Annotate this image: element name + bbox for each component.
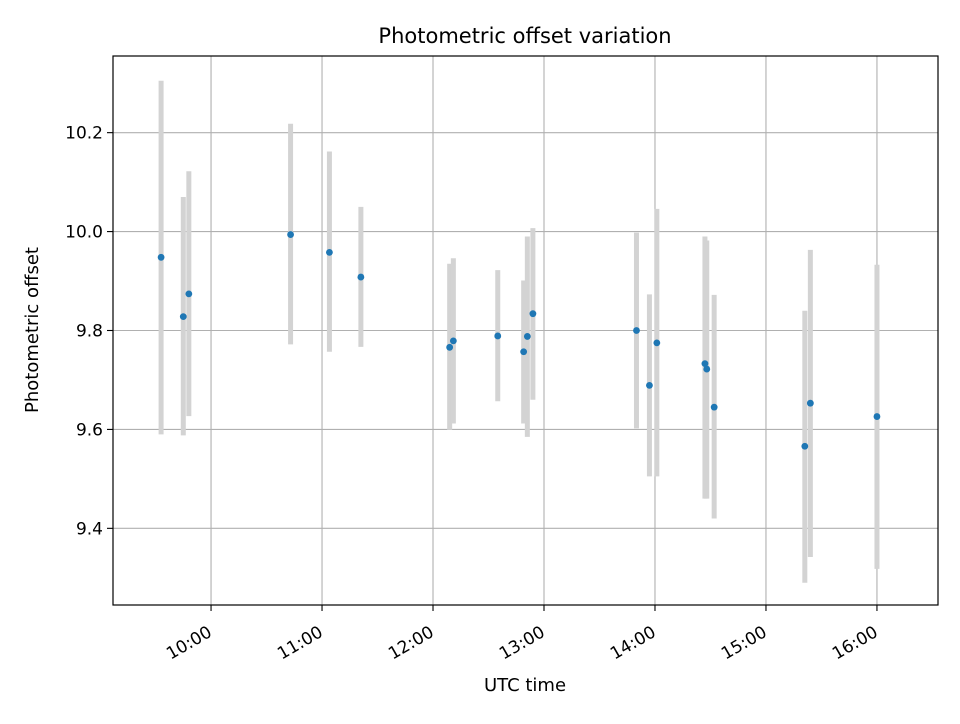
data-point [633, 327, 640, 334]
y-tick-label: 10.2 [65, 124, 103, 144]
data-point [801, 442, 809, 450]
data-point [529, 310, 537, 318]
data-point [520, 348, 528, 356]
data-point [494, 332, 502, 340]
y-tick-label: 9.6 [76, 420, 103, 440]
data-point [646, 382, 653, 389]
data-point [179, 313, 187, 321]
data-point [703, 365, 711, 373]
y-tick-label: 9.4 [76, 519, 103, 539]
data-point [326, 248, 333, 256]
data-point [710, 403, 718, 411]
data-point [287, 231, 294, 238]
y-tick-label: 9.8 [76, 322, 103, 342]
y-axis-label: Photometric offset [22, 247, 43, 413]
grid-lines [113, 56, 938, 605]
data-point [873, 413, 881, 420]
y-tick-label: 10.0 [65, 223, 103, 243]
data-point [701, 360, 709, 368]
data-point [185, 290, 193, 298]
x-axis-label: UTC time [484, 675, 566, 696]
chart-title: Photometric offset variation [378, 24, 671, 48]
data-point [653, 339, 661, 347]
data-point [523, 333, 531, 340]
data-point [806, 399, 814, 407]
data-point [449, 337, 457, 345]
data-points [157, 231, 881, 450]
data-point [157, 253, 165, 261]
data-point [357, 273, 365, 281]
data-point [446, 343, 454, 351]
